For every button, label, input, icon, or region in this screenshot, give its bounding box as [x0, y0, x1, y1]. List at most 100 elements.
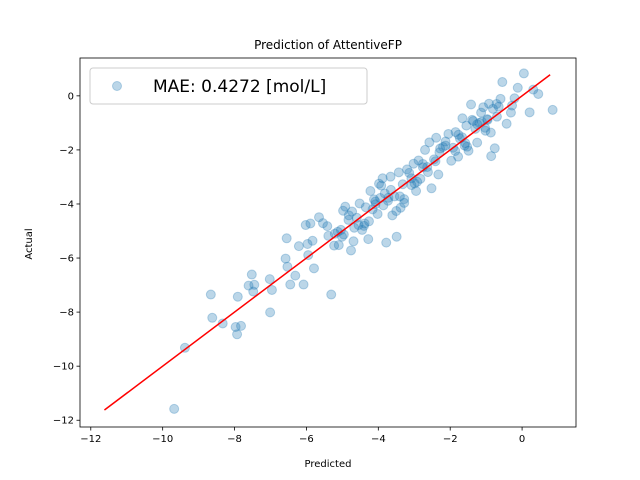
data-point [399, 197, 410, 208]
data-point [369, 194, 380, 205]
data-point [381, 237, 392, 248]
data-point [501, 118, 512, 129]
data-point [424, 137, 435, 148]
data-point [300, 220, 311, 231]
data-point [322, 221, 333, 232]
data-point [505, 107, 516, 118]
data-point [359, 218, 370, 229]
identity-line [103, 74, 551, 411]
y-tick-label: −4 [59, 199, 74, 210]
data-point [495, 93, 506, 104]
x-tick-label: 0 [519, 434, 525, 445]
y-tick-label: −6 [59, 254, 74, 265]
data-point [440, 136, 451, 147]
x-tick-label: −10 [152, 434, 173, 445]
data-point [391, 231, 402, 242]
data-point [372, 208, 383, 219]
data-point [446, 155, 457, 166]
axes-frame [79, 57, 577, 428]
axes [79, 57, 577, 428]
data-point [466, 99, 477, 110]
data-point [379, 188, 390, 199]
data-point [412, 176, 423, 187]
data-point [302, 238, 313, 249]
data-point [393, 167, 404, 178]
data-point [480, 125, 491, 136]
x-tick-label: −12 [80, 434, 101, 445]
data-point [308, 263, 319, 274]
data-point [338, 205, 349, 216]
data-point [443, 128, 454, 139]
data-point [264, 274, 275, 285]
data-point [343, 214, 354, 225]
data-point [249, 279, 260, 290]
data-point [399, 194, 410, 205]
data-point [453, 151, 464, 162]
data-point [354, 198, 365, 209]
data-point [470, 123, 481, 134]
data-point [404, 167, 415, 178]
data-point [391, 206, 402, 217]
data-point [420, 144, 431, 155]
data-point [232, 291, 243, 302]
data-point [363, 216, 374, 227]
fit-line [103, 74, 551, 411]
data-point [266, 284, 277, 295]
x-axis-ticks: −12 −10 −8 −6 −4 −2 0 [80, 427, 525, 445]
data-point [493, 101, 504, 112]
data-point [230, 321, 241, 332]
data-point [333, 240, 344, 251]
data-point [453, 129, 464, 140]
data-point [217, 318, 228, 329]
data-point [265, 307, 276, 318]
data-point [533, 88, 544, 99]
data-point [232, 329, 243, 340]
data-point [347, 206, 358, 217]
data-point [314, 212, 325, 223]
data-point [482, 114, 493, 125]
data-point [205, 289, 216, 300]
legend-label: MAE: 0.4272 [mol/L] [153, 77, 326, 97]
data-point [236, 320, 247, 331]
data-point [472, 137, 483, 148]
data-point [512, 82, 523, 93]
data-point [340, 201, 351, 212]
data-point [346, 245, 356, 256]
data-point [478, 102, 489, 113]
data-point [179, 342, 190, 353]
scatter-points [169, 68, 558, 414]
data-point [395, 202, 406, 213]
data-point [317, 218, 328, 229]
data-point [246, 269, 257, 280]
data-point [524, 107, 535, 118]
x-tick-label: −8 [227, 434, 242, 445]
data-point [486, 151, 497, 162]
data-point [248, 286, 259, 297]
data-point [440, 140, 451, 151]
data-point [387, 210, 398, 221]
data-point [293, 241, 304, 252]
data-point [358, 220, 369, 231]
legend-marker [112, 81, 122, 91]
data-point [411, 186, 422, 196]
data-point [169, 403, 180, 414]
data-point [307, 235, 318, 246]
data-point [417, 158, 428, 169]
y-axis-ticks: −12 −10 −8 −6 −4 −2 0 [53, 91, 80, 427]
data-point [303, 250, 314, 261]
data-point [507, 100, 518, 111]
data-point [323, 230, 334, 241]
data-point [426, 183, 437, 194]
legend-box [89, 67, 368, 105]
data-point [434, 147, 445, 158]
data-point [468, 115, 479, 126]
data-point [370, 199, 381, 210]
data-point [243, 280, 254, 291]
x-tick-label: −6 [299, 434, 314, 445]
data-point [547, 104, 558, 115]
data-point [357, 224, 368, 235]
data-point [476, 107, 487, 118]
data-point [467, 114, 478, 125]
data-point [415, 173, 426, 184]
